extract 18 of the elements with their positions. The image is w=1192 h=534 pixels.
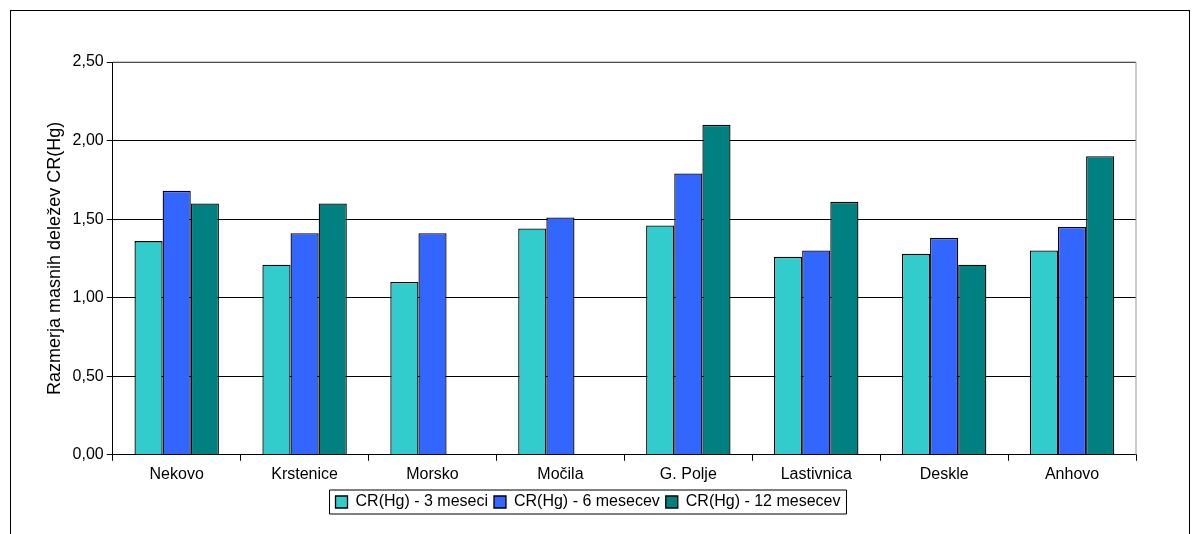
x-tick-label: G. Polje <box>659 464 717 482</box>
x-tick-label: Nekovo <box>149 464 204 482</box>
x-tick-label: Lastivnica <box>780 464 852 482</box>
y-tick-label: 1,50 <box>72 209 104 227</box>
y-tick-label: 2,50 <box>72 52 104 70</box>
x-tick-label: Deskle <box>919 464 969 482</box>
y-tick-label: 0,50 <box>72 366 104 384</box>
y-tick-label: 0,00 <box>72 445 104 463</box>
x-tick-label: Močila <box>537 464 584 482</box>
y-axis-title: Razmerja masnih deležev CR(Hg) <box>43 121 64 395</box>
x-tick-label: Morsko <box>406 464 459 482</box>
x-tick-label: Krstenice <box>271 464 339 482</box>
legend-label: CR(Hg) - 6 mesecev <box>513 492 660 510</box>
y-tick-label: 2,00 <box>72 130 104 148</box>
y-tick-label: 1,00 <box>72 288 104 306</box>
legend-label: CR(Hg) - 3 meseci <box>355 492 488 510</box>
legend-label: CR(Hg) - 12 mesecev <box>685 492 841 510</box>
x-tick-label: Anhovo <box>1044 464 1100 482</box>
